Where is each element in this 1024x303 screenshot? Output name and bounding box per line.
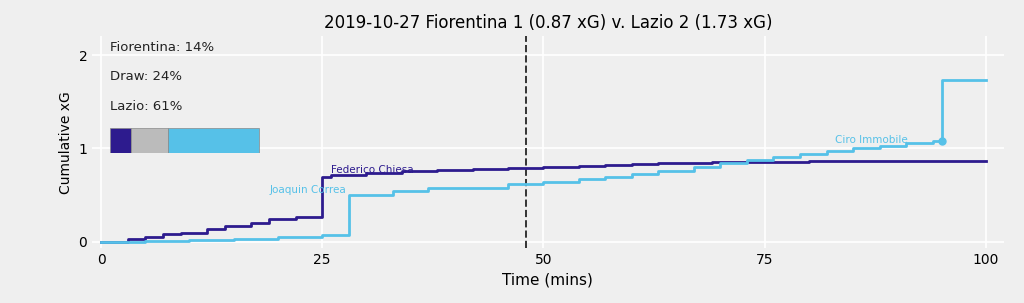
- Text: Federico Chiesa: Federico Chiesa: [331, 165, 414, 175]
- Text: Draw: 24%: Draw: 24%: [111, 70, 182, 83]
- Text: Joaquin Correa: Joaquin Correa: [269, 185, 346, 195]
- X-axis label: Time (mins): Time (mins): [503, 273, 593, 288]
- Bar: [111, 128, 131, 153]
- Title: 2019-10-27 Fiorentina 1 (0.87 xG) v. Lazio 2 (1.73 xG): 2019-10-27 Fiorentina 1 (0.87 xG) v. Laz…: [324, 14, 772, 32]
- Text: Ciro Immobile: Ciro Immobile: [836, 135, 908, 145]
- Text: Lazio: 61%: Lazio: 61%: [111, 100, 182, 113]
- Bar: [131, 128, 168, 153]
- Y-axis label: Cumulative xG: Cumulative xG: [58, 91, 73, 194]
- Bar: [168, 128, 259, 153]
- Text: Fiorentina: 14%: Fiorentina: 14%: [111, 41, 214, 54]
